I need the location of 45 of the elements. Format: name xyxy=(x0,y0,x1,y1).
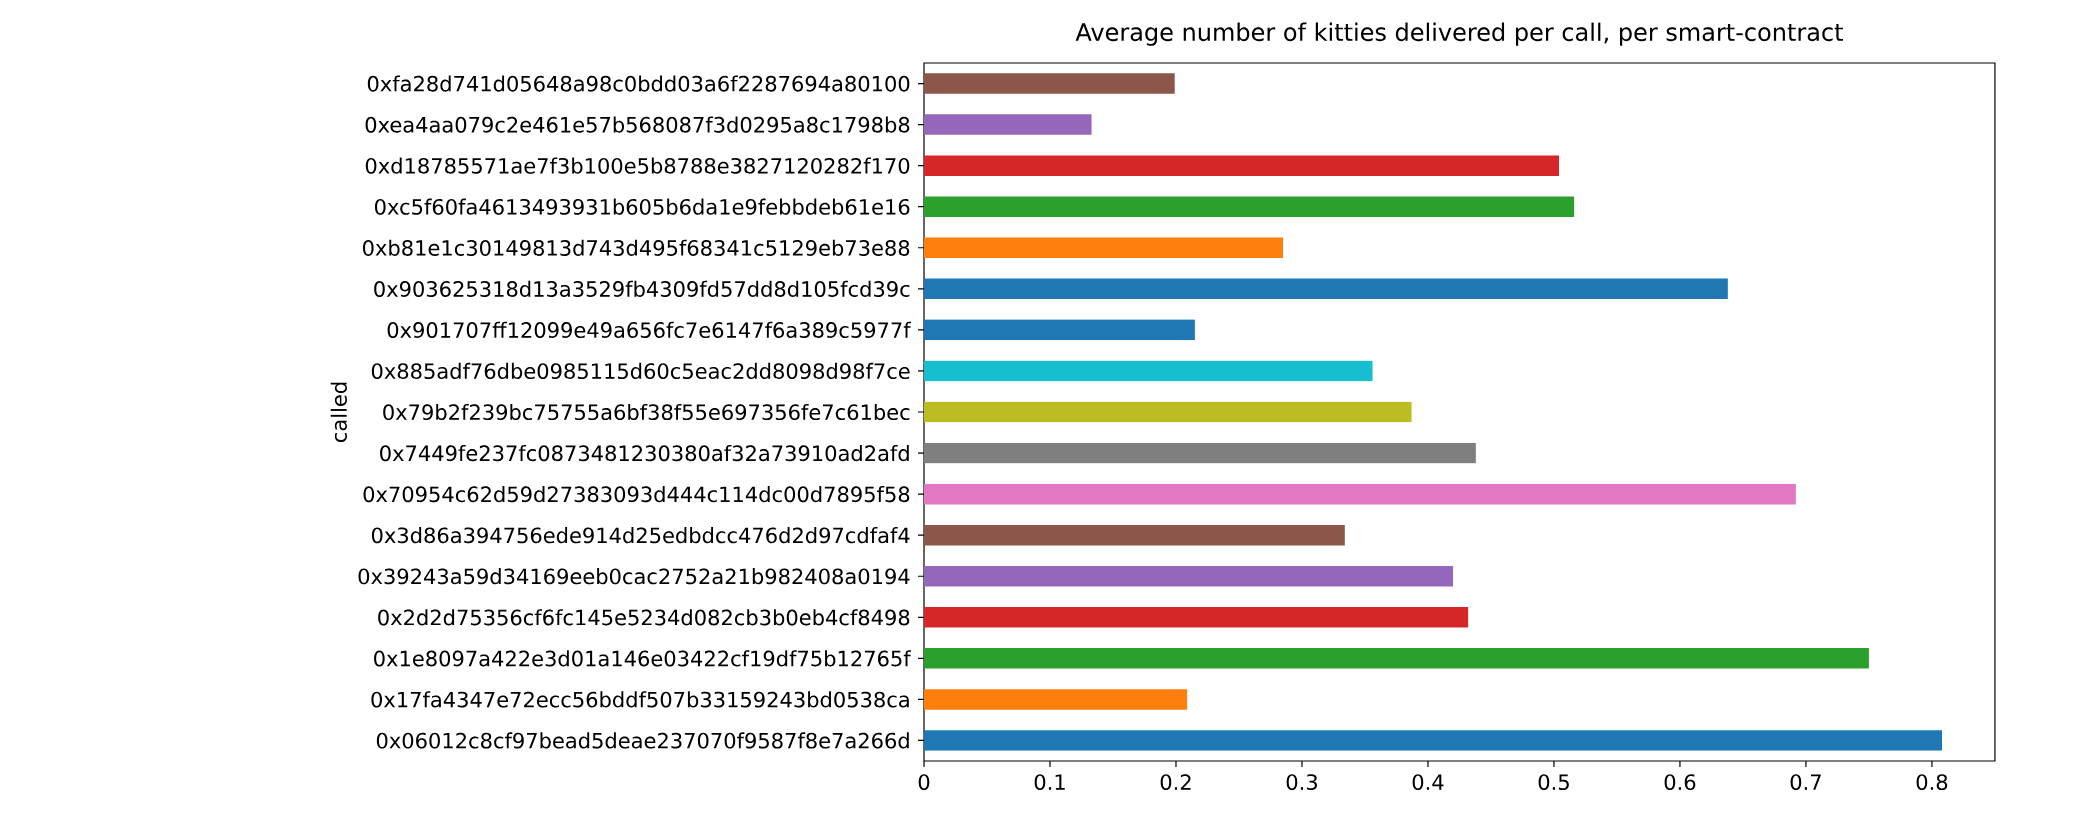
x-tick-label: 0.6 xyxy=(1664,774,1696,791)
y-tick-label: 0x1e8097a422e3d01a146e03422cf19df75b12765f xyxy=(374,650,912,667)
y-tick-label: 0x901707ff12099e49a656fc7e6147f6a389c5977f xyxy=(387,321,912,339)
bar xyxy=(924,483,1796,505)
bar xyxy=(924,319,1195,341)
y-tick-label: 0x2d2d75356cf6fc145e5234d082cb3b0eb4cf8498 xyxy=(378,609,910,626)
bar xyxy=(924,442,1476,464)
y-tick-label: 0xfa28d741d05648a98c0bdd03a6f2287694a80100 xyxy=(367,75,910,92)
bar xyxy=(924,73,1175,94)
bar xyxy=(924,565,1454,587)
bar xyxy=(924,648,1869,669)
y-tick-label: 0x39243a59d34169eeb0cac2752a21b982408a0194 xyxy=(358,568,910,585)
y-tick-label: 0xea4aa079c2e461e57b568087f3d0295a8c1798b8 xyxy=(365,116,910,133)
y-tick-label: 0x17fa4347e72ecc56bddf507b33159243bd0538ca xyxy=(371,691,909,708)
y-axis-title: called xyxy=(330,382,347,442)
x-tick-label: 0 xyxy=(918,774,930,791)
y-tick-label: 0xc5f60fa4613493931b605b6da1e9febbdeb61e16 xyxy=(375,198,910,215)
y-tick-label: 0xb81e1c30149813d743d495f68341c5129eb73e88 xyxy=(363,239,910,256)
x-tick-label: 0.5 xyxy=(1538,774,1569,791)
x-tick-label: 0.4 xyxy=(1412,774,1444,791)
y-tick-label: 0x3d86a394756ede914d25edbdcc476d2d97cdfaf4 xyxy=(371,527,910,544)
x-tick-label: 0.2 xyxy=(1160,774,1191,791)
bar xyxy=(924,524,1345,546)
y-tick-label: 0x06012c8cf97bead5deae237070f9587f8e7a266d xyxy=(376,732,909,749)
y-tick-label: 0x7449fe237fc0873481230380af32a73910ad2afd xyxy=(380,444,909,462)
bar xyxy=(924,360,1373,382)
y-tick-label: 0xd18785571ae7f3b100e5b8788e3827120282f170 xyxy=(365,157,910,174)
bar xyxy=(924,114,1092,135)
x-tick-label: 0.8 xyxy=(1916,774,1948,791)
bar xyxy=(924,401,1412,423)
bar xyxy=(924,237,1284,259)
y-tick-label: 0x70954c62d59d27383093d444c114dc00d7895f58 xyxy=(363,485,910,503)
bar xyxy=(924,607,1469,628)
chart-title: Average number of kitties delivered per call, per smart-contract xyxy=(1075,22,1843,46)
bar xyxy=(924,730,1943,751)
x-tick-label: 0.7 xyxy=(1790,774,1821,791)
y-tick-label: 0x903625318d13a3529fb4309fd57dd8d105fcd39c xyxy=(374,280,910,297)
bar xyxy=(924,155,1559,176)
y-tick-label: 0x885adf76dbe0985115d60c5eac2dd8098d98f7ce xyxy=(371,362,910,380)
x-tick-label: 0.3 xyxy=(1286,774,1317,791)
bar xyxy=(924,196,1575,217)
bar xyxy=(924,278,1728,300)
y-tick-label: 0x79b2f239bc75755a6bf38f55e697356fe7c61bec xyxy=(383,403,910,421)
bar xyxy=(924,689,1188,710)
x-tick-label: 0.1 xyxy=(1034,774,1065,791)
